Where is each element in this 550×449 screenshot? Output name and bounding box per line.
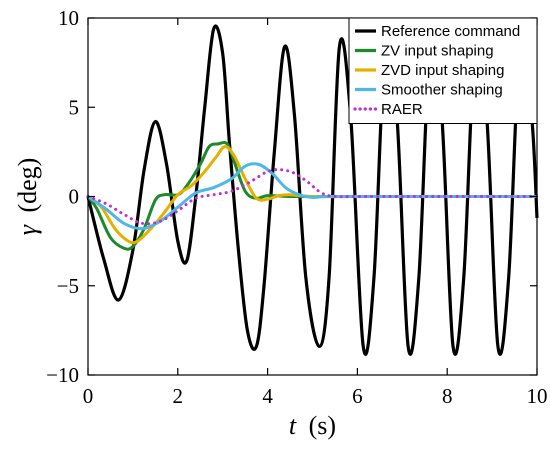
y-tick-label: 5 xyxy=(69,95,80,119)
axis-ticks: 0 2 4 6 8 10 −10 −5 0 5 10 xyxy=(46,6,547,408)
x-axis-unit: (s) xyxy=(309,411,336,440)
y-tick-label: 0 xyxy=(69,185,80,209)
legend-box xyxy=(348,17,538,124)
y-axis-label: γ (deg) xyxy=(13,158,42,236)
x-axis-label: t (s) xyxy=(289,411,336,440)
legend: Reference command ZV input shaping ZVD inp… xyxy=(348,17,538,124)
legend-label-zvd-input-shaping: ZVD input shaping xyxy=(381,62,504,79)
y-tick-label: −10 xyxy=(46,363,79,387)
legend-label-reference-command: Reference command xyxy=(381,23,520,40)
x-axis-symbol: t xyxy=(289,411,297,440)
x-tick-label: 4 xyxy=(262,384,273,408)
y-tick-label: 10 xyxy=(58,6,79,30)
x-tick-label: 6 xyxy=(352,384,363,408)
legend-label-smoother-shaping: Smoother shaping xyxy=(381,82,503,99)
x-tick-label: 2 xyxy=(173,384,184,408)
x-tick-label: 0 xyxy=(83,384,94,408)
series-line-raer xyxy=(86,168,539,226)
legend-label-zv-input-shaping: ZV input shaping xyxy=(381,43,494,60)
y-axis-unit: (deg) xyxy=(13,158,42,213)
legend-label-raer: RAER xyxy=(381,101,423,118)
y-axis-symbol: γ xyxy=(13,224,42,235)
x-tick-label: 10 xyxy=(527,384,548,408)
x-tick-label: 8 xyxy=(442,384,453,408)
y-tick-label: −5 xyxy=(57,274,79,298)
